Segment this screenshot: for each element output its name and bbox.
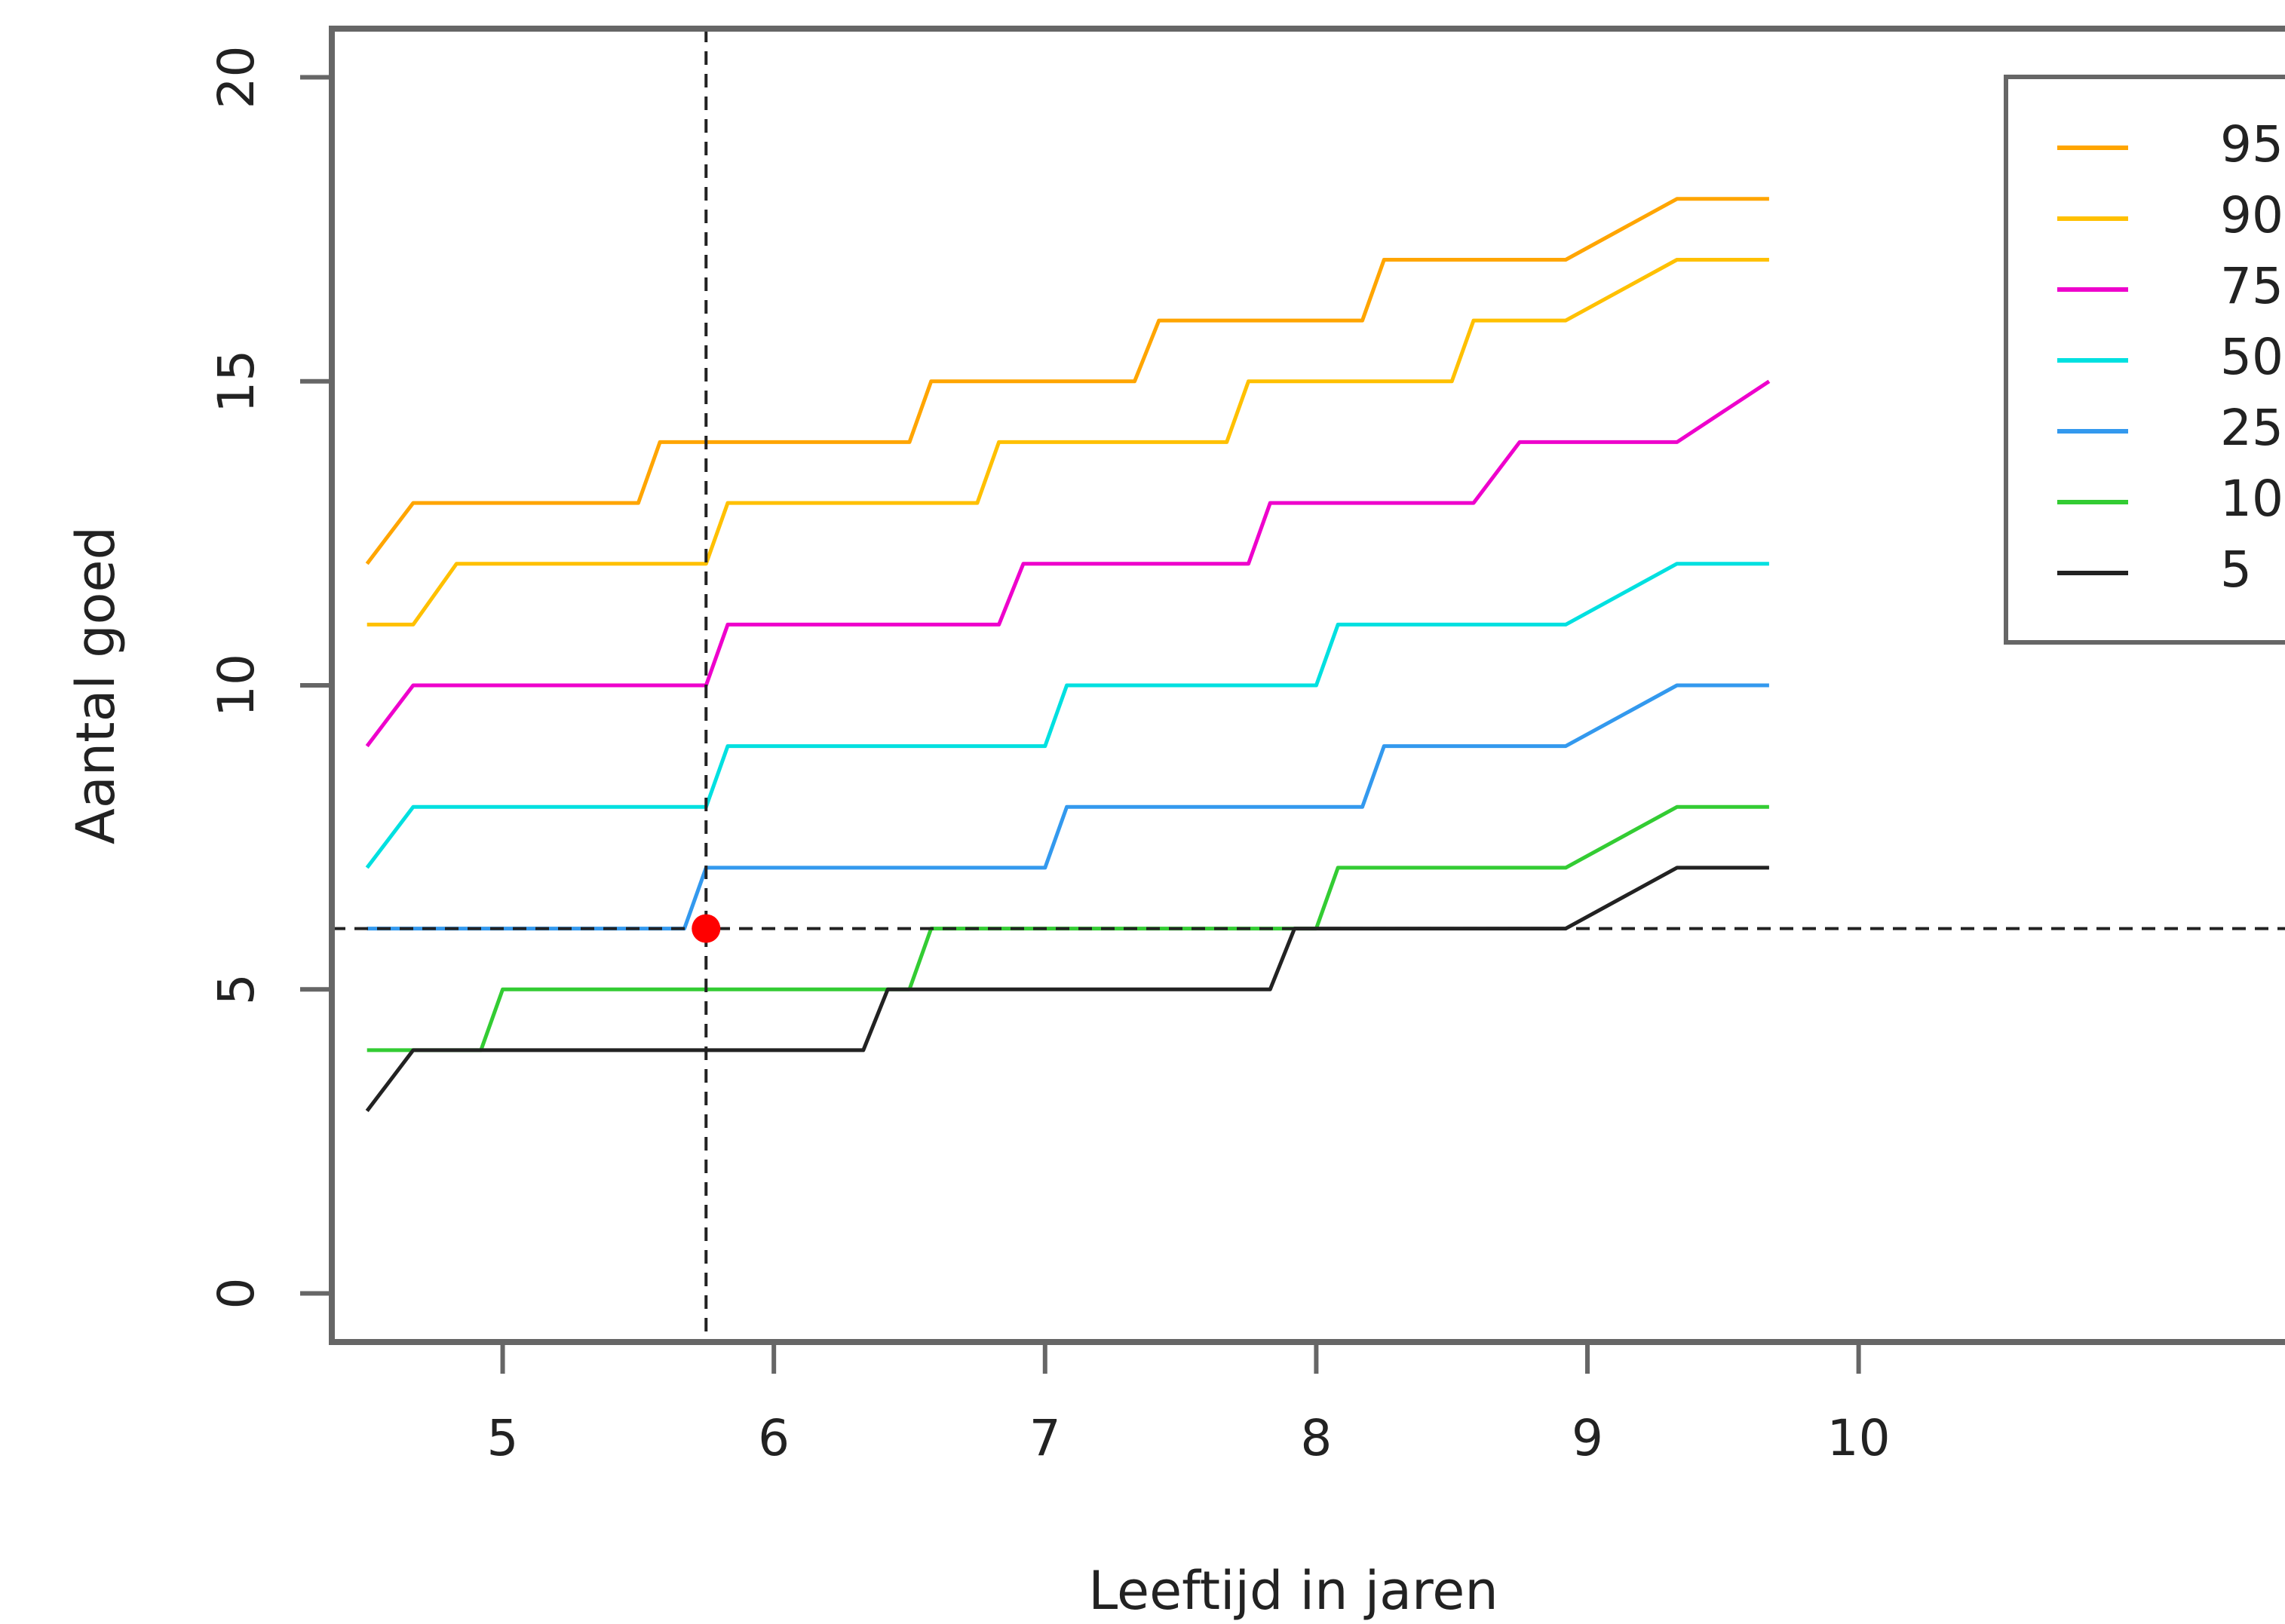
series-line-p50 — [365, 562, 1769, 869]
y-tick-label-20: 20 — [207, 46, 265, 109]
y-tick-label-5: 5 — [207, 973, 265, 1005]
measurement-point — [692, 914, 721, 943]
x-axis-title: Leeftijd in jaren — [1088, 1560, 1498, 1622]
series-line-p75 — [365, 379, 1771, 748]
x-tick-label-6: 6 — [758, 1409, 790, 1467]
plot-area — [335, 32, 2285, 1339]
series-line-p95 — [365, 197, 1769, 565]
y-tick-label-15: 15 — [207, 350, 265, 413]
y-axis-title: Aantal goed — [65, 526, 127, 844]
legend-label-p10: 10 — [2220, 470, 2283, 528]
series-line-p5 — [365, 866, 1769, 1113]
x-tick-label-9: 9 — [1572, 1409, 1603, 1467]
legend-label-p90: 90 — [2220, 186, 2283, 244]
legend-box — [2004, 75, 2285, 645]
axes: 5 6 7 8 9 10 0 5 10 15 20 Leeftijd in jaren Aantal g… — [65, 46, 1891, 1622]
legend: 95 90 75 50 25 10 5 — [2004, 75, 2285, 645]
legend-label-p5: 5 — [2220, 541, 2252, 599]
x-tick-label-10: 10 — [1827, 1409, 1891, 1467]
legend-label-p25: 25 — [2220, 399, 2283, 457]
legend-label-p50: 50 — [2220, 328, 2283, 386]
y-tick-label-0: 0 — [207, 1277, 265, 1309]
x-tick-label-7: 7 — [1029, 1409, 1061, 1467]
series-line-p90 — [367, 258, 1769, 627]
series-line-p25 — [367, 683, 1769, 931]
y-tick-label-10: 10 — [207, 654, 265, 717]
x-tick-label-5: 5 — [487, 1409, 519, 1467]
x-tick-label-8: 8 — [1300, 1409, 1332, 1467]
legend-label-p75: 75 — [2220, 257, 2283, 315]
legend-label-p95: 95 — [2220, 115, 2283, 173]
